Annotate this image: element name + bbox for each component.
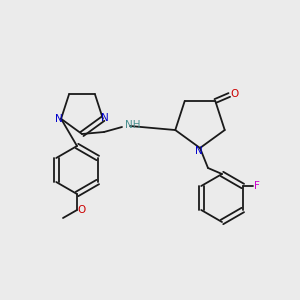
Text: N: N [55, 114, 63, 124]
Text: O: O [77, 205, 85, 215]
Text: F: F [254, 181, 260, 191]
Text: N: N [195, 146, 203, 156]
Text: N: N [101, 113, 109, 123]
Text: O: O [230, 89, 238, 99]
Text: NH: NH [125, 120, 140, 130]
